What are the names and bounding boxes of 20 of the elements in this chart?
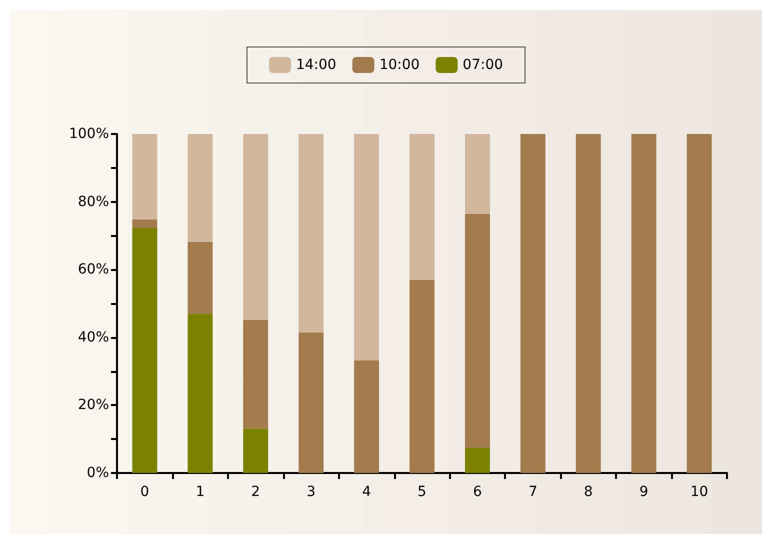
- y-tick-label: 100%: [68, 126, 109, 142]
- y-tick-label: 80%: [78, 194, 109, 210]
- x-tick-label: 10: [690, 484, 708, 500]
- x-tick-label: 8: [584, 484, 593, 500]
- x-tick-label: 4: [362, 484, 372, 500]
- y-tick-label: 20%: [78, 397, 109, 414]
- x-tick-label: 6: [472, 484, 482, 500]
- legend-label: 14:00: [296, 57, 336, 73]
- x-tick-label: 7: [528, 484, 538, 500]
- x-tick-label: 0: [140, 484, 150, 500]
- y-tick-label: 0%: [86, 465, 109, 481]
- x-tick-label: 3: [306, 484, 316, 500]
- x-tick-label: 9: [639, 484, 648, 500]
- x-tick-label: 1: [196, 484, 205, 500]
- x-tick-label: 5: [418, 484, 426, 500]
- legend-label: 07:00: [462, 57, 504, 73]
- y-tick-label: 40%: [78, 329, 109, 346]
- legend-label: 10:00: [379, 57, 420, 73]
- x-tick-label: 2: [251, 484, 260, 500]
- y-tick-label: 60%: [78, 262, 109, 278]
